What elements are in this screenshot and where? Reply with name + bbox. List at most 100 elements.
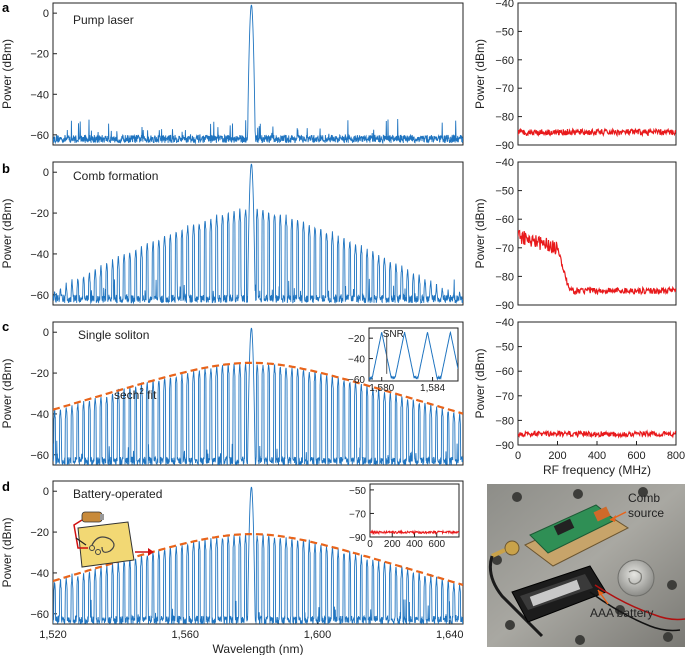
c-rf-frame — [517, 321, 677, 446]
circuit-board-icon — [73, 511, 154, 568]
b-spectrum-series-line — [53, 163, 463, 305]
panel-label-a: a — [2, 0, 10, 15]
annotation-single-soliton: Single soliton — [78, 328, 149, 342]
c-rf-xtick-label: 800 — [667, 450, 685, 462]
d-spectrum-ytick-label: −20 — [30, 527, 49, 539]
c-spectrum-inset-xtick-label: 1,584 — [420, 383, 445, 394]
b-rf-ytick-label: −80 — [495, 271, 514, 283]
c-rf-ytick-label: −60 — [495, 366, 514, 378]
annotation-battery-operated: Battery-operated — [73, 487, 162, 501]
d-spectrum-inset-xtick-label: 0 — [367, 539, 373, 550]
device-photo: Comb source AAA battery — [487, 484, 685, 647]
d-spectrum-xtick-label: 1,600 — [304, 629, 332, 641]
a-rf-frame — [517, 2, 677, 146]
b-spectrum-ylabel: Power (dBm) — [0, 198, 14, 268]
d-spectrum-frame — [52, 480, 464, 625]
a-rf-ytick-label: −70 — [495, 83, 514, 95]
d-spectrum-inset-xtick-label: 200 — [384, 539, 401, 550]
a-rf-ylabel: Power (dBm) — [473, 39, 487, 109]
c-rf-ytick-label: −50 — [495, 342, 514, 354]
a-rf-ytick-label: −60 — [495, 55, 514, 67]
b-spectrum-ytick-label: −60 — [30, 290, 49, 302]
d-spectrum-inset-xtick-label: 400 — [406, 539, 423, 550]
annotation-pump-laser: Pump laser — [73, 13, 134, 27]
b-rf-ytick-label: −60 — [495, 214, 514, 226]
c-spectrum-ytick-label: −60 — [30, 450, 49, 462]
c-rf-xtick-label: 400 — [588, 450, 606, 462]
d-spectrum-inset-series-line — [370, 529, 459, 536]
a-spectrum-ylabel: Power (dBm) — [0, 39, 14, 109]
d-spectrum-series-line — [53, 486, 463, 624]
annotation-comb-formation: Comb formation — [73, 169, 158, 183]
chart-c-rf: −40 −50 −60 −70 −80 −900 200 400 600 800 Power (dB… — [473, 317, 685, 477]
a-spectrum-ytick-label: −60 — [30, 130, 49, 142]
c-spectrum-series-line — [53, 327, 463, 465]
annotation-sech-fit: sech2 fit — [114, 387, 157, 402]
a-rf-ytick-label: −90 — [495, 140, 514, 152]
d-spectrum-inset-xtick-label: 600 — [428, 539, 445, 550]
panel-label-c: c — [2, 319, 9, 334]
panel-label-d: d — [2, 479, 10, 494]
photo-battery-label: AAA battery — [590, 606, 653, 620]
panel-label-b: b — [2, 161, 10, 176]
c-spectrum-ytick-label: −40 — [30, 409, 49, 421]
chart-d-spectrum: 0 −20 −40 −60 1,520 1,560 1,600 1,640 Power (dBm… — [0, 480, 464, 655]
c-rf-xlabel: RF frequency (MHz) — [543, 463, 651, 477]
photo-comb-label: Comb — [628, 491, 660, 505]
c-spectrum-ytick-label: −20 — [30, 368, 49, 380]
d-spectrum-ytick-label: −60 — [30, 609, 49, 621]
b-rf-ytick-label: −40 — [495, 157, 514, 169]
a-rf-series-line — [518, 127, 676, 138]
c-spectrum-inset-ytick-label: −20 — [348, 334, 365, 345]
c-rf-series-line — [518, 429, 676, 439]
c-rf-ytick-label: −40 — [495, 317, 514, 329]
b-spectrum-ytick-label: −20 — [30, 208, 49, 220]
b-spectrum-frame — [52, 161, 464, 306]
chart-b-rf: −40 −50 −60 −70 −80 −90 Power (dBm) — [473, 157, 677, 312]
photo-source-label: source — [628, 506, 664, 520]
a-spectrum-ytick-label: −40 — [30, 89, 49, 101]
b-rf-series-line — [518, 229, 676, 296]
d-spectrum-ytick-label: −40 — [30, 568, 49, 580]
d-spectrum-inset-ytick-label: −90 — [349, 533, 366, 544]
c-spectrum-ylabel: Power (dBm) — [0, 358, 14, 428]
chart-a-spectrum: 0 −20 −40 −60 Power (dBm) — [0, 2, 464, 146]
a-spectrum-ytick-label: 0 — [43, 8, 49, 20]
c-spectrum-ytick-label: 0 — [43, 327, 49, 339]
a-rf-ytick-label: −50 — [495, 26, 514, 38]
a-spectrum-frame — [52, 2, 464, 146]
c-rf-ylabel: Power (dBm) — [473, 348, 487, 418]
d-spectrum-inset-ytick-label: −70 — [349, 509, 366, 520]
d-spectrum-xtick-label: 1,640 — [436, 629, 464, 641]
d-spectrum-ytick-label: 0 — [43, 486, 49, 498]
chart-a-rf: −40 −50 −60 −70 −80 −90 Power (dBm) — [473, 0, 677, 152]
c-rf-xtick-label: 600 — [627, 450, 645, 462]
chart-c-spectrum: 0 −20 −40 −60 Power (dBm) −20 −40 −60 1,580 1,584… — [0, 321, 464, 466]
c-rf-xtick-label: 0 — [515, 450, 521, 462]
d-spectrum-inset-ytick-label: −50 — [349, 486, 366, 497]
d-spectrum-xtick-label: 1,520 — [39, 629, 67, 641]
c-rf-xtick-label: 200 — [548, 450, 566, 462]
c-rf-ytick-label: −90 — [495, 440, 514, 452]
c-rf-ytick-label: −80 — [495, 415, 514, 427]
b-rf-ylabel: Power (dBm) — [473, 198, 487, 268]
c-spectrum-inset-ytick-label: −40 — [348, 355, 365, 366]
c-spectrum-inset-ytick-label: −60 — [348, 375, 365, 386]
d-spectrum-xtick-label: 1,560 — [171, 629, 199, 641]
chart-b-spectrum: 0 −20 −40 −60 Power (dBm) — [0, 161, 464, 306]
c-spectrum-sech-fit-line — [53, 361, 463, 415]
c-spectrum-snr-label: SNR — [383, 329, 404, 340]
b-rf-ytick-label: −50 — [495, 186, 514, 198]
c-spectrum-frame — [52, 321, 464, 466]
a-spectrum-series-line — [53, 4, 463, 145]
c-spectrum-inset-xtick-label: 1,580 — [369, 383, 394, 394]
b-rf-ytick-label: −90 — [495, 300, 514, 312]
b-rf-ytick-label: −70 — [495, 243, 514, 255]
a-rf-ytick-label: −40 — [495, 0, 514, 10]
a-rf-ytick-label: −80 — [495, 112, 514, 124]
quarter-coin-icon — [617, 559, 655, 597]
b-rf-frame — [517, 161, 677, 306]
b-spectrum-ytick-label: −40 — [30, 249, 49, 261]
a-spectrum-ytick-label: −20 — [30, 49, 49, 61]
